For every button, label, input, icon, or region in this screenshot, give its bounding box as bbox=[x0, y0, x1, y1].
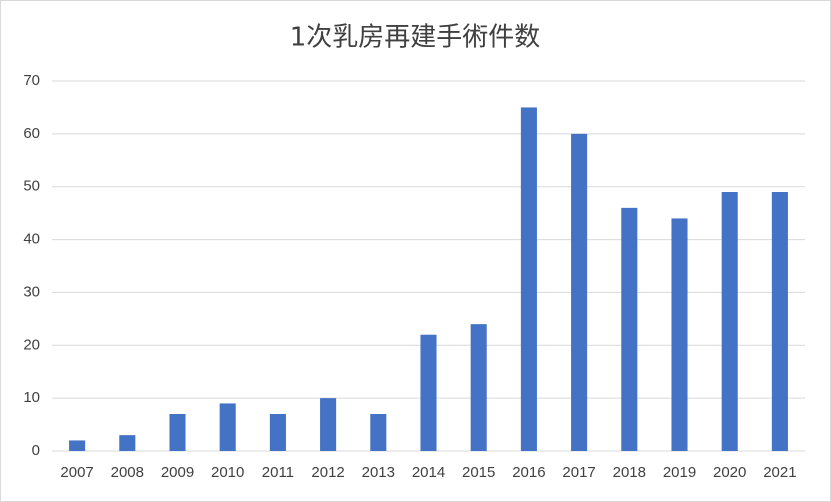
x-tick-label: 2018 bbox=[613, 464, 646, 481]
x-tick-label: 2011 bbox=[262, 464, 294, 481]
bar bbox=[169, 414, 186, 451]
bar bbox=[320, 398, 337, 451]
bar bbox=[571, 133, 588, 451]
x-tick-label: 2007 bbox=[60, 464, 93, 481]
bar bbox=[671, 218, 688, 451]
bar bbox=[69, 440, 86, 451]
bar bbox=[621, 207, 638, 451]
bar bbox=[721, 192, 738, 451]
x-tick-label: 2021 bbox=[763, 464, 796, 481]
y-tick-label: 50 bbox=[23, 178, 40, 195]
x-tick-label: 2008 bbox=[111, 464, 144, 481]
bar bbox=[470, 324, 487, 451]
x-tick-label: 2016 bbox=[512, 464, 545, 481]
y-tick-label: 30 bbox=[23, 283, 40, 300]
y-tick-label: 0 bbox=[32, 442, 40, 459]
y-tick-label: 20 bbox=[23, 336, 40, 353]
y-tick-label: 40 bbox=[23, 231, 40, 248]
x-tick-label: 2019 bbox=[663, 464, 696, 481]
chart-title: 1次乳房再建手術件数 bbox=[290, 23, 541, 53]
x-tick-label: 2014 bbox=[412, 464, 445, 481]
y-tick-label: 60 bbox=[23, 125, 40, 142]
x-tick-label: 2010 bbox=[211, 464, 244, 481]
bar bbox=[771, 192, 788, 451]
bar bbox=[520, 107, 537, 451]
x-tick-label: 2020 bbox=[713, 464, 746, 481]
bar bbox=[370, 414, 387, 451]
y-tick-label: 70 bbox=[23, 72, 40, 89]
x-tick-label: 2009 bbox=[161, 464, 194, 481]
bar bbox=[119, 435, 136, 451]
bar bbox=[269, 414, 286, 451]
x-tick-label: 2015 bbox=[462, 464, 495, 481]
bar bbox=[420, 334, 437, 451]
y-tick-label: 10 bbox=[23, 389, 40, 406]
bar bbox=[219, 403, 236, 451]
x-tick-label: 2017 bbox=[562, 464, 595, 481]
x-tick-label: 2012 bbox=[311, 464, 344, 481]
x-tick-label: 2013 bbox=[362, 464, 395, 481]
